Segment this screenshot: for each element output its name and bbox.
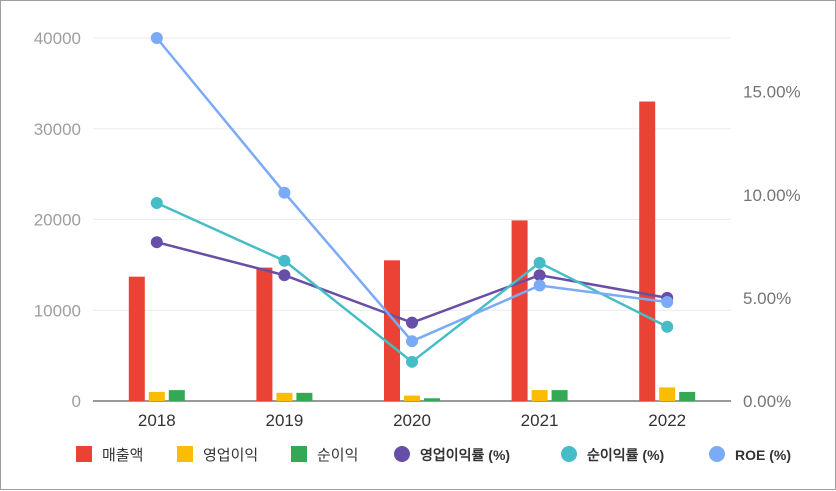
- legend-swatch: [76, 446, 92, 462]
- x-tick-label: 2020: [393, 411, 431, 430]
- bar: [296, 392, 313, 401]
- data-point: [406, 316, 418, 329]
- data-point: [278, 269, 291, 282]
- bar: [424, 398, 440, 401]
- bar: [551, 390, 568, 401]
- legend-label: 순이익률 (%): [587, 447, 664, 463]
- right-tick-label: 0.00%: [743, 392, 791, 411]
- bar: [404, 395, 420, 401]
- data-point: [150, 236, 163, 249]
- right-tick-label: 15.00%: [743, 83, 801, 102]
- legend-swatch: [177, 446, 193, 462]
- left-tick-label: 40000: [34, 29, 81, 48]
- x-tick-label: 2018: [138, 411, 176, 430]
- legend-label: 영업이익: [203, 447, 258, 464]
- legend-swatch: [561, 446, 577, 462]
- data-point: [533, 269, 546, 282]
- data-point: [533, 256, 546, 269]
- x-tick-label: 2022: [648, 411, 686, 430]
- x-tick-label: 2021: [521, 411, 559, 430]
- data-point: [406, 355, 418, 368]
- data-point: [533, 279, 546, 292]
- data-point: [661, 296, 674, 308]
- bar: [384, 260, 400, 401]
- bar: [639, 101, 656, 402]
- x-tick-label: 2019: [265, 411, 303, 430]
- left-tick-label: 10000: [34, 301, 81, 320]
- legend-label: 영업이익률 (%): [420, 447, 510, 463]
- data-point: [278, 254, 291, 267]
- bar: [511, 220, 528, 401]
- legend-label: 순이익: [317, 447, 358, 464]
- legend-label: ROE (%): [735, 447, 791, 463]
- bar: [148, 391, 165, 401]
- data-point: [278, 186, 291, 199]
- data-point: [661, 320, 674, 333]
- bar: [256, 267, 273, 401]
- right-tick-label: 10.00%: [743, 186, 801, 205]
- legend-swatch: [709, 446, 725, 462]
- legend-swatch: [291, 446, 307, 462]
- legend-swatch: [394, 446, 410, 462]
- bar: [276, 392, 293, 401]
- data-point: [150, 32, 163, 44]
- bar: [168, 390, 185, 401]
- data-point: [406, 335, 418, 348]
- bar: [128, 276, 145, 401]
- bar: [679, 391, 696, 401]
- bar: [531, 390, 548, 401]
- right-tick-label: 5.00%: [743, 289, 791, 308]
- left-tick-label: 30000: [34, 120, 81, 139]
- left-tick-label: 0: [72, 392, 81, 411]
- legend-label: 매출액: [102, 447, 143, 464]
- series-line: [155, 37, 668, 343]
- left-tick-label: 20000: [34, 211, 81, 230]
- data-point: [150, 197, 163, 209]
- bar: [659, 387, 676, 401]
